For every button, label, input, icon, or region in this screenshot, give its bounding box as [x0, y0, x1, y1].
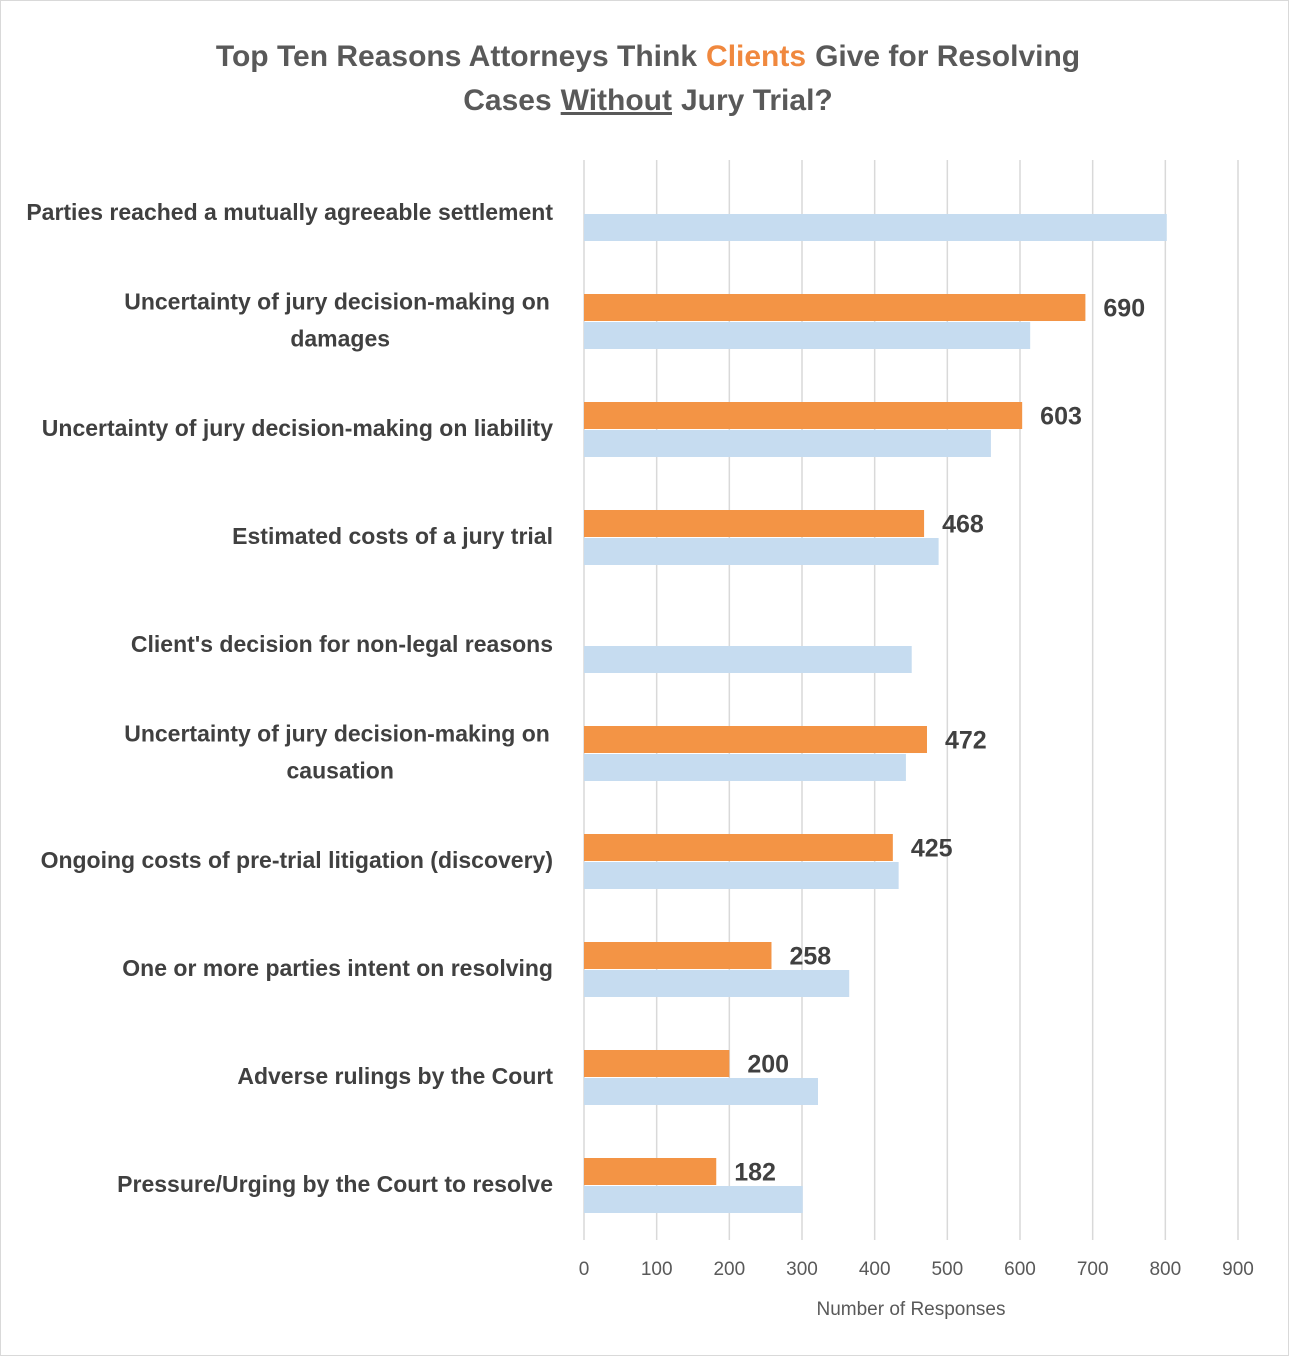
bar — [584, 538, 939, 565]
x-axis-title: Number of Responses — [816, 1299, 1005, 1320]
chart-title: Top Ten Reasons Attorneys Think Clients Gi… — [216, 40, 1080, 73]
bar — [584, 294, 1086, 321]
y-tick-label: Client's decision for non-legal reasons — [131, 631, 553, 657]
x-tick-label: 100 — [641, 1259, 673, 1280]
x-tick-label: 400 — [859, 1259, 891, 1280]
bar — [584, 430, 991, 457]
bar — [584, 942, 772, 969]
bar — [584, 970, 850, 997]
title-part: Jury Trial? — [681, 84, 833, 117]
y-tick-label: One or more parties intent on resolving — [122, 955, 553, 981]
bar — [584, 214, 1167, 241]
bar — [584, 862, 899, 889]
title-part: Without — [561, 84, 672, 117]
bar — [584, 1050, 730, 1077]
chart-title: Cases Without Jury Trial? — [463, 84, 832, 117]
bar — [584, 402, 1023, 429]
y-tick-label: Estimated costs of a jury trial — [232, 523, 553, 549]
bar — [584, 646, 912, 673]
y-tick-label: Uncertainty of jury decision-making on d… — [124, 289, 556, 352]
y-tick-label: Uncertainty of jury decision-making on c… — [124, 721, 556, 784]
bar — [584, 1078, 818, 1105]
x-tick-label: 600 — [1004, 1259, 1036, 1280]
y-tick-label: Ongoing costs of pre-trial litigation (d… — [41, 847, 553, 873]
title-part: Clients — [706, 40, 806, 73]
x-tick-label: 800 — [1149, 1259, 1181, 1280]
y-tick-label: Parties reached a mutually agreeable set… — [26, 199, 553, 225]
y-tick-label: Pressure/Urging by the Court to resolve — [117, 1171, 553, 1197]
bar — [584, 726, 927, 753]
data-label: 472 — [945, 727, 987, 755]
data-label: 258 — [789, 943, 831, 971]
bar — [584, 1186, 803, 1213]
x-tick-label: 500 — [931, 1259, 963, 1280]
y-tick-label: Adverse rulings by the Court — [237, 1063, 553, 1089]
title-part: Cases — [463, 84, 551, 117]
title-part: Top Ten Reasons Attorneys Think — [216, 40, 697, 73]
x-tick-label: 0 — [579, 1259, 590, 1280]
bar — [584, 322, 1031, 349]
x-tick-label: 300 — [786, 1259, 818, 1280]
data-label: 603 — [1040, 403, 1082, 431]
bar — [584, 754, 906, 781]
x-tick-label: 200 — [713, 1259, 745, 1280]
bar — [584, 834, 893, 861]
bar — [584, 510, 925, 537]
data-label: 690 — [1103, 295, 1145, 323]
x-tick-label: 700 — [1077, 1259, 1109, 1280]
data-label: 468 — [942, 511, 984, 539]
title-part: Give for Resolving — [815, 40, 1080, 73]
y-tick-label: Uncertainty of jury decision-making on l… — [42, 415, 553, 441]
data-label: 200 — [747, 1051, 789, 1079]
data-label: 425 — [911, 835, 953, 863]
data-label: 182 — [734, 1159, 776, 1187]
x-tick-label: 900 — [1222, 1259, 1254, 1280]
bar — [584, 1158, 717, 1185]
